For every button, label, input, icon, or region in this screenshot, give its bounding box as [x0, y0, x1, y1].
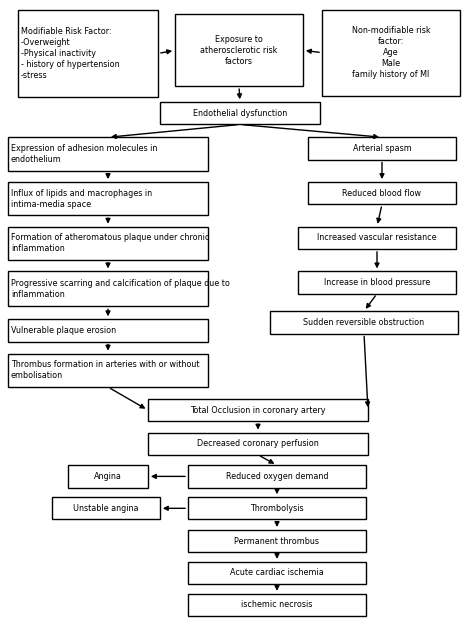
Bar: [322, 9, 460, 96]
Text: Formation of atheromatous plaque under chronic
inflammation: Formation of atheromatous plaque under c…: [11, 233, 210, 253]
Text: Progressive scarring and calcification of plaque due to
inflammation: Progressive scarring and calcification o…: [11, 279, 230, 299]
Bar: [298, 227, 456, 249]
Bar: [68, 465, 148, 487]
Text: Influx of lipids and macrophages in
intima-media space: Influx of lipids and macrophages in inti…: [11, 188, 152, 209]
Bar: [308, 137, 456, 160]
Text: Increased vascular resistance: Increased vascular resistance: [317, 233, 437, 242]
Text: Acute cardiac ischemia: Acute cardiac ischemia: [230, 568, 324, 578]
Bar: [8, 137, 208, 171]
Bar: [8, 271, 208, 307]
Text: Endothelial dysfunction: Endothelial dysfunction: [193, 109, 287, 118]
Text: Reduced blood flow: Reduced blood flow: [343, 188, 421, 198]
Bar: [188, 562, 366, 584]
Bar: [148, 399, 368, 422]
Bar: [8, 182, 208, 216]
Text: Exposure to
atherosclerotic risk
factors: Exposure to atherosclerotic risk factors: [201, 35, 278, 66]
Bar: [188, 593, 366, 616]
Bar: [188, 497, 366, 520]
Text: ischemic necrosis: ischemic necrosis: [241, 600, 313, 609]
Text: Increase in blood pressure: Increase in blood pressure: [324, 278, 430, 287]
Text: Total Occlusion in coronary artery: Total Occlusion in coronary artery: [190, 406, 326, 415]
Bar: [8, 353, 208, 387]
Text: Modifiable Risk Factor:
-Overweight
-Physical inactivity
- history of hypertensi: Modifiable Risk Factor: -Overweight -Phy…: [21, 27, 119, 80]
Text: Decreased coronary perfusion: Decreased coronary perfusion: [197, 439, 319, 448]
Bar: [270, 311, 458, 334]
Text: Thrombus formation in arteries with or without
embolisation: Thrombus formation in arteries with or w…: [11, 360, 200, 380]
Bar: [8, 319, 208, 341]
Bar: [308, 182, 456, 204]
Text: Non-modifiable risk
factor:
Age
Male
family history of MI: Non-modifiable risk factor: Age Male fam…: [352, 26, 430, 80]
Text: Thrombolysis: Thrombolysis: [250, 504, 304, 513]
Bar: [160, 102, 320, 125]
Bar: [8, 227, 208, 260]
Bar: [148, 432, 368, 455]
Bar: [175, 15, 303, 86]
Text: Vulnerable plaque erosion: Vulnerable plaque erosion: [11, 326, 116, 335]
Text: Sudden reversible obstruction: Sudden reversible obstruction: [303, 318, 425, 327]
Bar: [298, 271, 456, 294]
Text: Reduced oxygen demand: Reduced oxygen demand: [226, 472, 328, 481]
Text: Expression of adhesion molecules in
endothelium: Expression of adhesion molecules in endo…: [11, 144, 157, 164]
Text: Unstable angina: Unstable angina: [73, 504, 139, 513]
Text: Angina: Angina: [94, 472, 122, 481]
Text: Permanent thrombus: Permanent thrombus: [235, 537, 319, 545]
Bar: [52, 497, 160, 520]
Bar: [18, 9, 158, 97]
Bar: [188, 530, 366, 552]
Text: Arterial spasm: Arterial spasm: [353, 144, 411, 153]
Bar: [188, 465, 366, 487]
